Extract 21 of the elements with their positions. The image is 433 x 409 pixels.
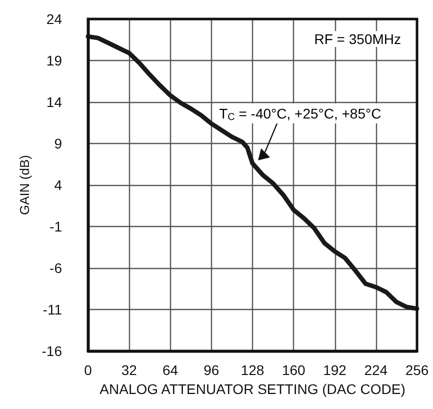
annotation: RF = 350MHz (314, 31, 401, 47)
y-tick-label: 24 (46, 11, 62, 27)
y-tick-label: 14 (46, 94, 62, 110)
x-tick-label: 192 (323, 362, 347, 378)
x-tick-label: 256 (405, 362, 429, 378)
y-tick-label: 9 (54, 136, 62, 152)
x-tick-label: 0 (84, 362, 92, 378)
y-axis-title: GAIN (dB) (16, 155, 32, 215)
y-tick-label: -16 (42, 343, 62, 359)
y-tick-label: -1 (50, 218, 62, 234)
y-tick-label: 19 (46, 52, 62, 68)
y-tick-label: -11 (42, 302, 62, 318)
y-tick-label: 4 (54, 177, 62, 193)
x-tick-label: 128 (240, 362, 264, 378)
x-tick-label: 32 (121, 362, 138, 378)
x-tick-label: 64 (162, 362, 178, 378)
x-tick-label: 160 (282, 362, 306, 378)
x-axis-title: ANALOG ATTENUATOR SETTING (DAC CODE) (100, 380, 406, 397)
x-tick-label: 224 (364, 362, 388, 378)
x-tick-label: 96 (204, 362, 220, 378)
y-tick-label: -6 (50, 260, 62, 276)
